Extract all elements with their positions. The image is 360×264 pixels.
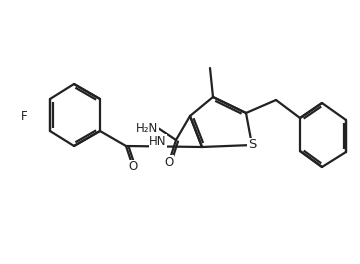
Text: S: S <box>248 139 256 152</box>
Text: O: O <box>165 155 174 168</box>
Text: F: F <box>21 110 27 122</box>
Text: H₂N: H₂N <box>136 121 158 134</box>
Text: HN: HN <box>149 135 167 148</box>
Text: O: O <box>129 161 138 173</box>
